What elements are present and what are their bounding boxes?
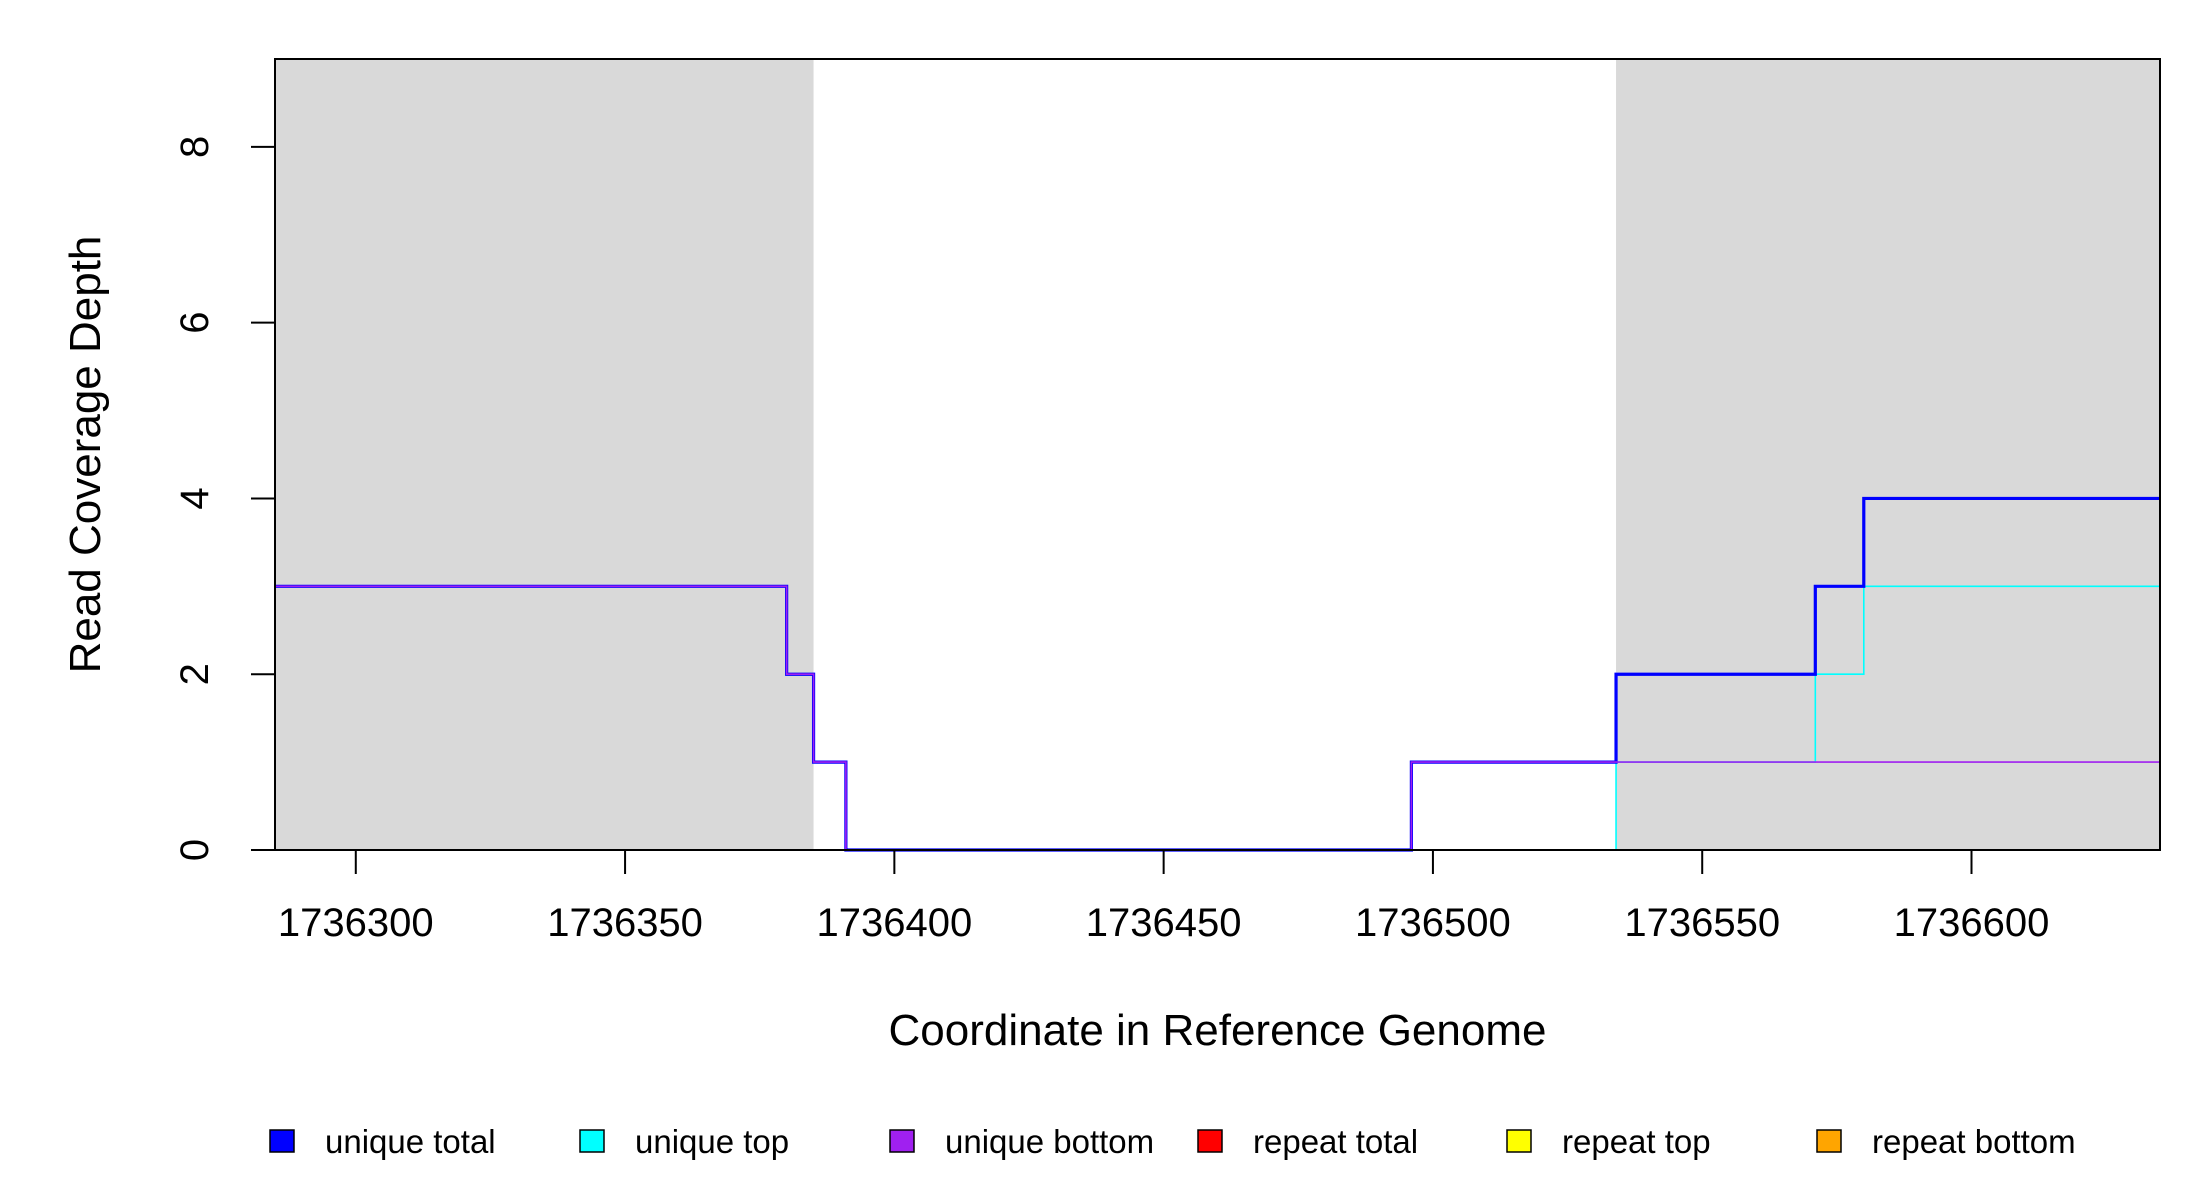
- x-axis-title: Coordinate in Reference Genome: [889, 1006, 1547, 1055]
- shaded-region-2: [1616, 59, 2160, 850]
- legend-label-unique-total: unique total: [325, 1123, 496, 1160]
- y-axis: 0 2 4 6 8: [173, 136, 275, 861]
- x-tick-label-1736500: 1736500: [1355, 901, 1511, 945]
- plot-frame: [274, 58, 2161, 851]
- shaded-regions: [275, 59, 2160, 850]
- y-tick-label-4: 4: [173, 487, 217, 509]
- y-axis-title: Read Coverage Depth: [61, 236, 110, 674]
- x-tick-label-1736600: 1736600: [1894, 901, 2050, 945]
- legend-swatch-unique-bottom: [889, 1129, 915, 1153]
- series-line-unique-bottom: [275, 585, 2160, 851]
- legend-swatch-unique-total: [269, 1129, 295, 1153]
- legend: unique total unique top unique bottom repea…: [269, 1123, 2076, 1160]
- x-tick-label-1736550: 1736550: [1624, 901, 1780, 945]
- y-tick-label-6: 6: [173, 312, 217, 334]
- legend-label-repeat-total: repeat total: [1253, 1123, 1418, 1160]
- x-tick-label-1736450: 1736450: [1086, 901, 1242, 945]
- y-tick-label-0: 0: [173, 839, 217, 861]
- legend-swatch-repeat-total: [1197, 1129, 1223, 1153]
- legend-label-unique-top: unique top: [635, 1123, 789, 1160]
- y-tick-label-8: 8: [173, 136, 217, 158]
- legend-label-unique-bottom: unique bottom: [945, 1123, 1154, 1160]
- y-tick-label-2: 2: [173, 663, 217, 685]
- x-axis: 1736300 1736350 1736400 1736450 1736500 17365…: [278, 850, 2049, 945]
- x-tick-label-1736300: 1736300: [278, 901, 434, 945]
- legend-swatch-repeat-top: [1506, 1129, 1532, 1153]
- legend-swatch-unique-top: [579, 1129, 605, 1153]
- legend-swatch-repeat-bottom: [1816, 1129, 1842, 1153]
- legend-label-repeat-bottom: repeat bottom: [1872, 1123, 2076, 1160]
- x-tick-label-1736350: 1736350: [547, 901, 703, 945]
- legend-label-repeat-top: repeat top: [1562, 1123, 1711, 1160]
- shaded-region-1: [275, 59, 814, 850]
- x-tick-label-1736400: 1736400: [816, 901, 972, 945]
